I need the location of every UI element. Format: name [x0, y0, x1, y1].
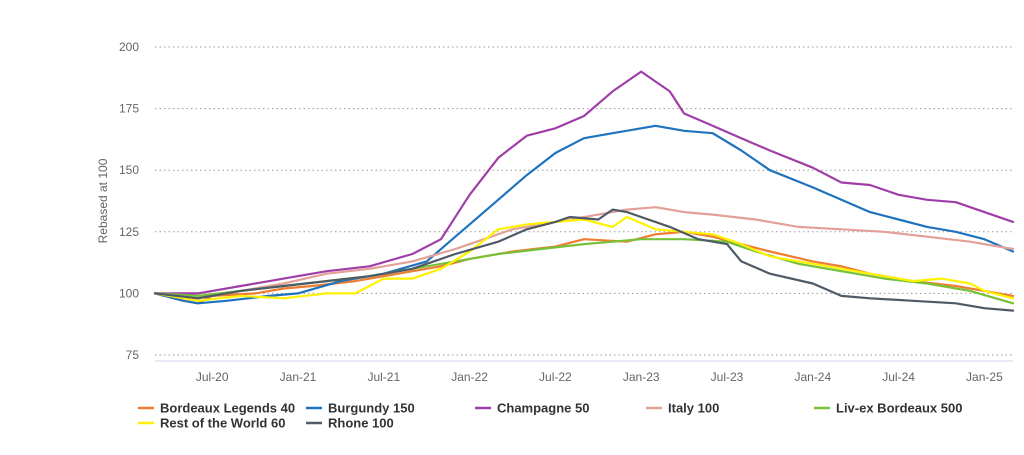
legend-label: Liv-ex Bordeaux 500 — [836, 401, 962, 416]
legend-label: Champagne 50 — [497, 401, 589, 416]
legend-item[interactable]: Burgundy 150 — [306, 401, 415, 416]
y-tick-label: 200 — [119, 40, 139, 54]
legend-item[interactable]: Liv-ex Bordeaux 500 — [814, 401, 962, 416]
legend-item[interactable]: Rest of the World 60 — [138, 416, 285, 431]
legend-label: Burgundy 150 — [328, 401, 415, 416]
x-tick-label: Jan-24 — [794, 370, 831, 384]
x-tick-label: Jul-24 — [882, 370, 915, 384]
legend-label: Italy 100 — [668, 401, 719, 416]
series-line-7 — [153, 208, 1015, 312]
legend-item[interactable]: Rhone 100 — [306, 416, 394, 431]
x-tick-label: Jul-23 — [711, 370, 744, 384]
y-tick-label: 125 — [119, 225, 139, 239]
legend-item[interactable]: Italy 100 — [646, 401, 719, 416]
x-tick-label: Jul-20 — [196, 370, 229, 384]
x-tick-label: Jan-25 — [966, 370, 1003, 384]
legend-label: Rest of the World 60 — [160, 416, 285, 431]
series-layer — [153, 70, 1015, 312]
y-axis-ticks: 75 100 125 150 175 200 — [119, 40, 139, 362]
series-line-1 — [153, 230, 1015, 305]
legend-label: Bordeaux Legends 40 — [160, 401, 295, 416]
legend-item[interactable]: Bordeaux Legends 40 — [138, 401, 295, 416]
y-tick-label: 75 — [126, 348, 140, 362]
legend-item[interactable]: Champagne 50 — [475, 401, 589, 416]
x-axis-ticks: Jul-20 Jan-21 Jul-21 Jan-22 Jul-22 Jan-23 Jul-… — [196, 370, 1003, 384]
legend[interactable]: Bordeaux Legends 40 Burgundy 150 Champagne… — [138, 401, 962, 431]
series-line-6 — [153, 215, 1015, 302]
x-tick-label: Jan-23 — [623, 370, 660, 384]
grid-layer — [155, 46, 1013, 362]
x-tick-label: Jul-21 — [367, 370, 400, 384]
x-tick-label: Jan-21 — [280, 370, 317, 384]
y-tick-label: 150 — [119, 163, 139, 177]
series-line-4 — [153, 206, 1015, 300]
y-tick-label: 175 — [119, 102, 139, 116]
x-tick-label: Jul-22 — [539, 370, 572, 384]
y-axis-label: Rebased at 100 — [96, 158, 110, 243]
series-line-2 — [153, 124, 1015, 305]
x-tick-label: Jan-22 — [451, 370, 488, 384]
y-tick-label: 100 — [119, 286, 139, 300]
legend-label: Rhone 100 — [328, 416, 394, 431]
series-line-3 — [153, 70, 1015, 295]
